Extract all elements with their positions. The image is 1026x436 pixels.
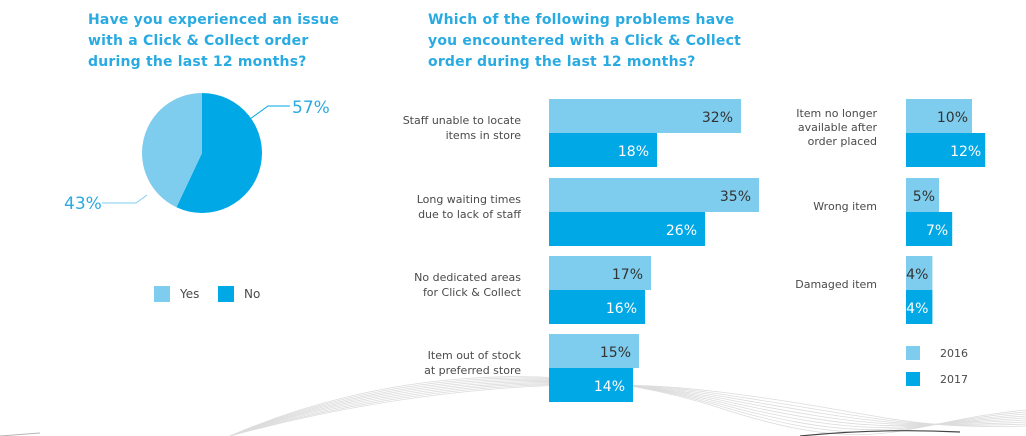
category-label: order placed xyxy=(808,135,877,148)
category-label: available after xyxy=(798,121,878,134)
bar-2017 xyxy=(906,133,986,167)
decorative-swoosh xyxy=(0,376,1026,436)
swoosh-line xyxy=(229,383,1026,436)
bar-2017 xyxy=(549,368,633,402)
bar-2017 xyxy=(549,290,645,324)
category-label: at preferred store xyxy=(424,364,521,377)
swoosh-line xyxy=(229,376,1026,436)
bar-value-label: 26% xyxy=(666,223,697,239)
pie-leader-line xyxy=(249,105,290,120)
legend-label: No xyxy=(244,287,260,301)
legend-swatch xyxy=(218,286,234,302)
legend-swatch xyxy=(906,346,920,360)
pie-chart: 57% 43% Yes No xyxy=(64,93,330,302)
bar-value-label: 15% xyxy=(600,345,631,361)
bar-value-label: 32% xyxy=(702,110,733,126)
category-label: No dedicated areas xyxy=(414,271,521,284)
bar-value-label: 17% xyxy=(612,267,643,283)
category-label: Item out of stock xyxy=(428,349,522,362)
category-label: Long waiting times xyxy=(417,193,522,206)
swoosh-line xyxy=(229,384,1026,436)
category-label: Damaged item xyxy=(795,278,877,291)
bar-2016 xyxy=(906,256,933,290)
pie-slice-no xyxy=(176,93,262,214)
bar-value-label: 5% xyxy=(913,189,935,205)
pie-question-line: during the last 12 months? xyxy=(88,54,307,70)
swoosh-line xyxy=(229,383,1026,436)
legend-swatch xyxy=(906,372,920,386)
bar-value-label: 10% xyxy=(937,110,968,126)
bar-value-label: 16% xyxy=(606,301,637,317)
swoosh-line xyxy=(229,381,1026,436)
bar-2016 xyxy=(906,178,939,212)
category-label: Item no longer xyxy=(796,107,877,120)
pie-leader-line xyxy=(102,194,148,204)
category-label: Wrong item xyxy=(813,200,877,213)
bar-2016 xyxy=(906,99,972,133)
bar-value-label: 35% xyxy=(720,189,751,205)
bar-value-label: 12% xyxy=(950,144,981,160)
category-label: due to lack of staff xyxy=(418,208,521,221)
bar-question-line: Which of the following problems have xyxy=(428,12,735,28)
bar-2016 xyxy=(549,178,759,212)
pie-question-title: Have you experienced an issue with a Cli… xyxy=(88,10,339,73)
bar-value-label: 18% xyxy=(618,144,649,160)
category-label: for Click & Collect xyxy=(423,286,522,299)
bar-question-line: order during the last 12 months? xyxy=(428,54,696,70)
pie-question-line: Have you experienced an issue xyxy=(88,12,340,28)
pie-slice-yes xyxy=(141,93,202,208)
bar-value-label: 4% xyxy=(906,301,928,317)
bar-value-label: 7% xyxy=(926,223,948,239)
bar-question-title: Which of the following problems have you… xyxy=(428,10,741,73)
legend-label: Yes xyxy=(179,287,199,301)
category-label: Staff unable to locate xyxy=(403,114,522,127)
bar-value-label: 14% xyxy=(594,379,625,395)
swoosh-line xyxy=(229,378,1026,436)
swoosh-line xyxy=(229,377,1026,436)
pie-question-line: with a Click & Collect order xyxy=(88,33,309,49)
bar-question-line: you encountered with a Click & Collect xyxy=(428,33,741,49)
bar-2016 xyxy=(549,99,741,133)
bar-2016 xyxy=(549,334,639,368)
bar-2016 xyxy=(549,256,651,290)
bar-chart-main: 32% 18% Staff unable to locate items in sto… xyxy=(403,99,759,402)
legend-swatch xyxy=(154,286,170,302)
bar-2017 xyxy=(549,133,657,167)
pie-value-label: 43% xyxy=(64,194,102,214)
swoosh-line xyxy=(229,380,1026,436)
legend-label: 2017 xyxy=(940,373,968,386)
pie-value-label: 57% xyxy=(292,98,330,118)
bar-2017 xyxy=(906,290,933,324)
legend-label: 2016 xyxy=(940,347,968,360)
bar-2017 xyxy=(549,212,705,246)
swoosh-line xyxy=(229,382,1026,436)
swoosh-line xyxy=(799,430,961,436)
bar-2017 xyxy=(906,212,953,246)
bar-value-label: 4% xyxy=(906,267,928,283)
category-label: items in store xyxy=(446,129,522,142)
